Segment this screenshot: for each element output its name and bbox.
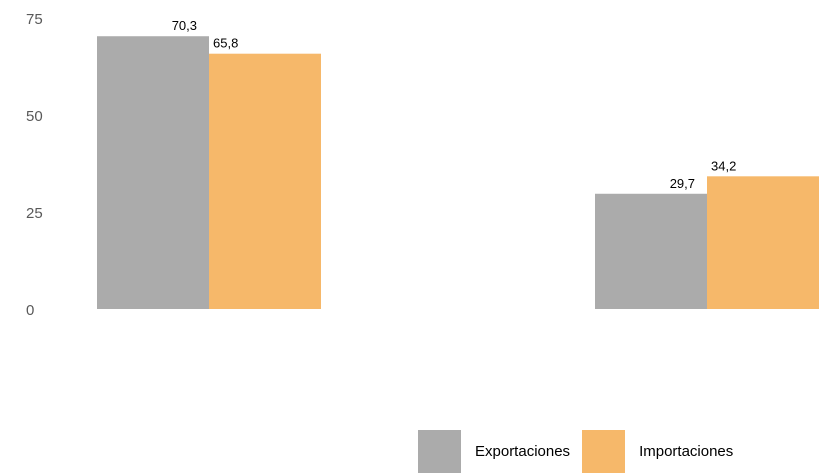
data-label-importaciones-1: 34,2 [711, 158, 736, 173]
bars [97, 36, 819, 310]
bar-importaciones-0 [209, 53, 321, 309]
legend-item-exportaciones: Exportaciones [418, 430, 570, 473]
legend-swatch-exportaciones [418, 430, 461, 473]
bar-exportaciones-0 [97, 36, 209, 310]
bar-importaciones-1 [707, 176, 819, 309]
legend-label-exportaciones: Exportaciones [475, 443, 571, 460]
y-axis: 0 25 50 75 [26, 11, 43, 319]
legend-label-importaciones: Importaciones [639, 443, 734, 460]
data-labels: 70,3 29,7 65,8 34,2 [172, 18, 737, 191]
y-tick-label: 50 [26, 108, 43, 125]
legend-swatch-importaciones [582, 430, 626, 473]
data-label-exportaciones-1: 29,7 [670, 176, 695, 191]
y-tick-label: 25 [26, 205, 43, 222]
legend: Exportaciones Importaciones [418, 430, 745, 473]
bar-exportaciones-1 [595, 193, 707, 309]
y-tick-label: 75 [26, 11, 43, 28]
y-tick-label: 0 [26, 302, 34, 319]
legend-item-importaciones: Importaciones [582, 430, 733, 473]
data-label-importaciones-0: 65,8 [213, 36, 238, 51]
data-label-exportaciones-0: 70,3 [172, 18, 197, 33]
